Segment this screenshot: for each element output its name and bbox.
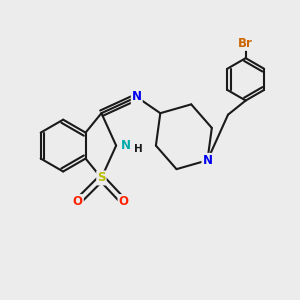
Text: N: N: [132, 91, 142, 103]
Text: O: O: [118, 195, 128, 208]
Text: S: S: [97, 172, 106, 184]
Text: N: N: [202, 154, 212, 167]
Text: O: O: [73, 195, 83, 208]
Text: N: N: [121, 139, 130, 152]
Text: Br: Br: [238, 37, 253, 50]
Text: H: H: [134, 144, 143, 154]
